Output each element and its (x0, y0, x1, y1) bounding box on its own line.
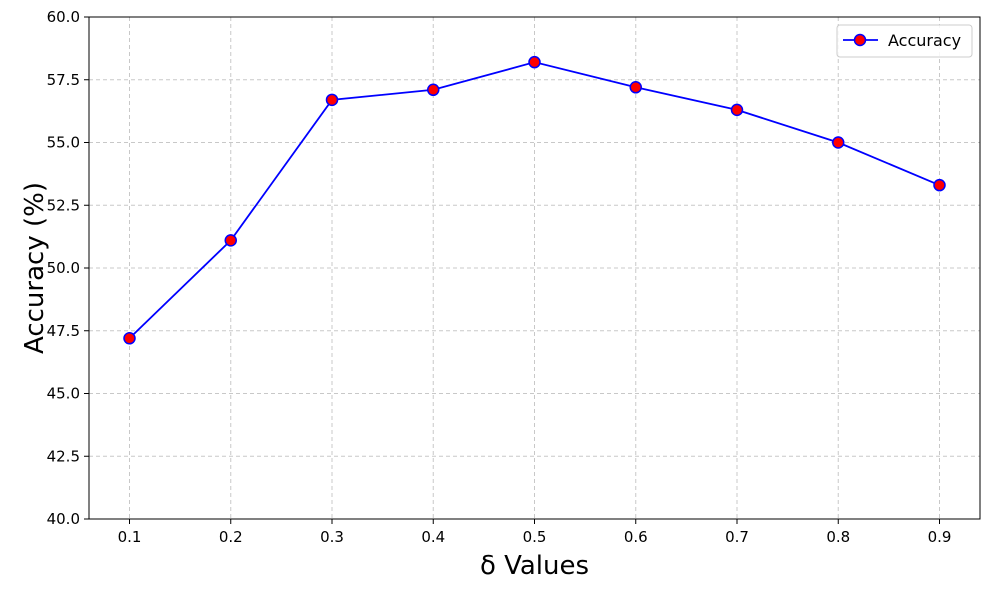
x-tick-label: 0.6 (624, 528, 648, 546)
x-tick-label: 0.7 (725, 528, 749, 546)
x-axis-ticks: 0.1 0.2 0.3 0.4 0.5 0.6 0.7 0.8 0.9 (118, 519, 952, 546)
data-point (325, 93, 339, 107)
data-point (123, 332, 136, 345)
data-point (224, 234, 237, 247)
grid-lines (89, 16, 980, 520)
x-tick-label: 0.9 (928, 528, 952, 546)
legend: Accuracy (836, 24, 973, 58)
x-tick-label: 0.1 (118, 528, 142, 546)
y-tick-label: 40.0 (47, 510, 80, 528)
y-tick-label: 47.5 (47, 322, 80, 340)
data-point (933, 178, 946, 192)
legend-label-accuracy: Accuracy (888, 31, 961, 50)
y-tick-label: 42.5 (47, 447, 80, 465)
legend-marker-sample (853, 33, 867, 47)
x-tick-label: 0.3 (320, 528, 344, 546)
x-tick-label: 0.8 (826, 528, 850, 546)
y-tick-label: 50.0 (47, 259, 80, 277)
y-tick-label: 55.0 (47, 134, 80, 152)
y-tick-label: 60.0 (47, 8, 80, 26)
data-point (730, 103, 744, 117)
data-point (528, 55, 541, 69)
y-axis-title: Accuracy (%) (20, 182, 50, 354)
x-tick-label: 0.5 (523, 528, 547, 546)
x-axis-title: δ Values (480, 551, 589, 581)
x-tick-label: 0.2 (219, 528, 243, 546)
data-point (629, 81, 642, 94)
y-tick-label: 57.5 (47, 71, 80, 89)
data-point (832, 136, 845, 149)
y-tick-label: 52.5 (47, 196, 80, 214)
data-point (427, 83, 440, 97)
y-axis-ticks: 40.0 42.5 45.0 47.5 50.0 52.5 55.0 57.5 60.0 (47, 8, 89, 528)
x-tick-label: 0.4 (421, 528, 445, 546)
series-layer (123, 55, 946, 345)
legend-box (836, 24, 973, 58)
y-tick-label: 45.0 (47, 385, 80, 403)
